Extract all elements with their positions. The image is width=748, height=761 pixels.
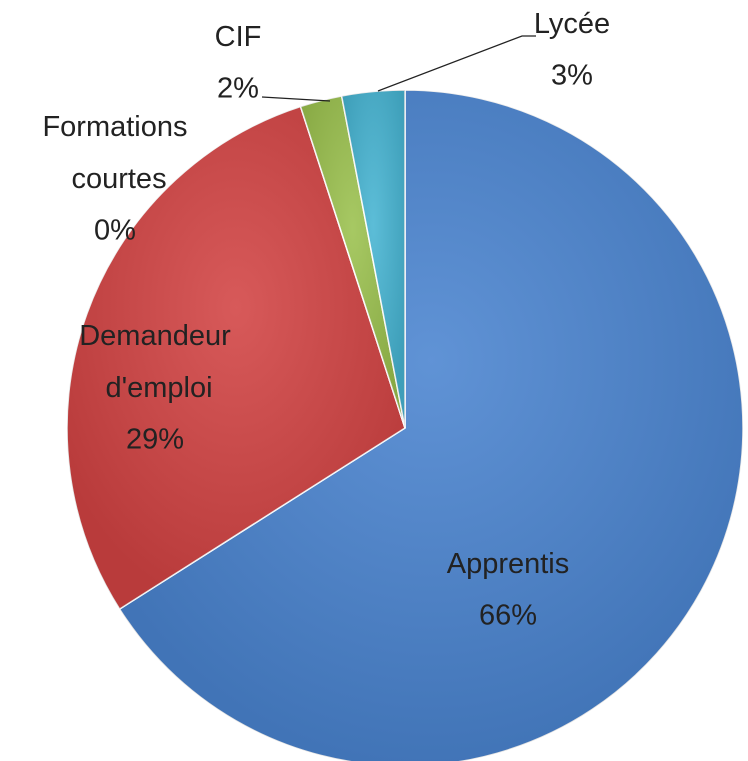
labels: Apprentis 66% Demandeur d'emploi 29% Formati… <box>42 8 610 632</box>
wedge-shade <box>341 90 405 428</box>
category-label: Apprentis <box>447 548 570 580</box>
category-label: CIF <box>215 21 262 53</box>
category-label: Lycée <box>534 8 610 40</box>
pie <box>66 89 744 761</box>
leader-line <box>261 96 331 102</box>
category-label: Demandeur d'emploi <box>79 320 231 404</box>
value-label: 0% <box>94 215 136 247</box>
value-label: 3% <box>551 60 593 92</box>
category-label: Formations courtes <box>42 111 187 195</box>
value-label: 29% <box>126 424 184 456</box>
value-label: 2% <box>217 73 259 105</box>
wedge-shade <box>67 106 405 610</box>
wedge-shade <box>300 95 405 428</box>
leader-line <box>377 35 536 92</box>
wedge-shade <box>119 90 743 761</box>
value-label: 66% <box>479 600 537 632</box>
